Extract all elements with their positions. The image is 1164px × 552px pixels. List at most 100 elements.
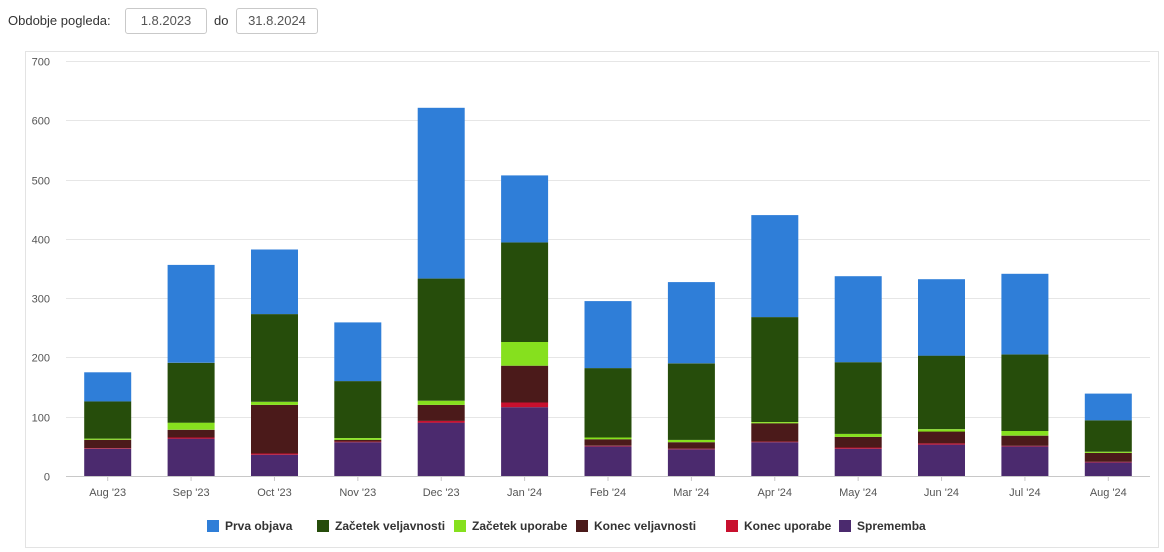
legend-label: Začetek veljavnosti (335, 519, 445, 533)
legend-swatch (576, 520, 588, 532)
y-tick-label: 400 (32, 235, 50, 247)
y-tick-label: 700 (32, 57, 50, 69)
legend-item: Začetek veljavnosti (317, 519, 445, 533)
bar-segment-prva-objava (667, 282, 715, 364)
bar-segment-konec-uporabe (251, 453, 298, 455)
bar-segment-sprememba (584, 446, 632, 476)
bar-segment-konec-veljavnosti (417, 404, 465, 421)
bar-segment-za-etek-uporabe (84, 438, 132, 440)
legend-label: Prva objava (225, 519, 293, 533)
bar-segment-prva-objava (1001, 273, 1049, 355)
bar-segment-za-etek-veljavnosti (334, 381, 382, 438)
bar-segment-konec-uporabe (918, 443, 965, 445)
bar-segment-za-etek-veljavnosti (918, 355, 965, 430)
bar-segment-za-etek-uporabe (1084, 451, 1132, 453)
legend-swatch (839, 520, 851, 532)
y-tick-label: 100 (32, 413, 50, 425)
period-filter: Obdobje pogleda: do (0, 0, 1164, 44)
bar-segment-za-etek-uporabe (1001, 430, 1049, 436)
legend-swatch (317, 520, 329, 532)
legend-label: Sprememba (857, 519, 926, 533)
bar-segment-prva-objava (1084, 393, 1132, 421)
bar-segment-prva-objava (84, 372, 132, 402)
legend-swatch (207, 520, 219, 532)
bar-segment-prva-objava (501, 175, 549, 243)
stacked-bar-chart: 0 100 200 300 400 500 600 700 Aug '23 Sep '23 Oct … (32, 57, 1150, 533)
bar-segment-za-etek-uporabe (167, 422, 215, 430)
bar-segment-sprememba (167, 438, 215, 476)
bar-segment-za-etek-uporabe (251, 401, 298, 405)
bar-segment-za-etek-veljavnosti (1001, 354, 1049, 431)
x-tick-label: Mar '24 (673, 487, 709, 499)
bar-segment-prva-objava (918, 279, 965, 356)
bar-segment-konec-veljavnosti (334, 439, 382, 442)
bar-segment-sprememba (501, 407, 549, 476)
bar-segment-sprememba (667, 449, 715, 476)
bar-segment-sprememba (334, 442, 382, 476)
bar-segment-sprememba (251, 454, 298, 476)
bar-segment-sprememba (417, 422, 465, 476)
bar-segment-konec-uporabe (167, 437, 215, 439)
period-label: Obdobje pogleda: (8, 13, 111, 28)
legend-label: Konec uporabe (744, 519, 832, 533)
bar-segment-konec-veljavnosti (1001, 435, 1049, 446)
legend-swatch (454, 520, 466, 532)
bar-segment-prva-objava (417, 107, 465, 279)
chart-container: 0 100 200 300 400 500 600 700 Aug '23 Sep '23 Oct … (25, 51, 1159, 548)
bar-segment-prva-objava (334, 322, 382, 382)
bar-segment-prva-objava (584, 301, 632, 369)
bar-segment-prva-objava (834, 276, 882, 363)
bar-segment-za-etek-uporabe (918, 429, 965, 432)
x-tick-label: Aug '24 (1090, 487, 1127, 499)
bar-segment-konec-uporabe (834, 447, 882, 449)
bar-segment-konec-uporabe (1084, 461, 1132, 463)
bar-segment-sprememba (84, 448, 132, 476)
bar-segment-sprememba (918, 444, 965, 476)
bar-segment-za-etek-veljavnosti (667, 363, 715, 440)
legend-label: Začetek uporabe (472, 519, 568, 533)
legend-label: Konec veljavnosti (594, 519, 696, 533)
bar-segment-konec-uporabe (501, 402, 549, 408)
bar-segment-konec-uporabe (84, 448, 132, 449)
bar-segment-za-etek-uporabe (584, 437, 632, 440)
y-tick-label: 200 (32, 353, 50, 365)
date-from-input[interactable] (125, 8, 207, 34)
bar-segment-prva-objava (751, 215, 799, 318)
y-tick-label: 600 (32, 116, 50, 128)
bar-segment-sprememba (751, 442, 799, 476)
bar-segment-konec-uporabe (417, 420, 465, 423)
bar-segment-konec-veljavnosti (167, 429, 215, 438)
x-tick-label: Aug '23 (89, 487, 126, 499)
bar-segment-konec-uporabe (751, 441, 799, 443)
legend-item: Začetek uporabe (454, 519, 568, 533)
bar-segment-za-etek-uporabe (417, 400, 465, 405)
bar-segment-konec-uporabe (667, 448, 715, 450)
bar-segment-konec-veljavnosti (1084, 452, 1132, 462)
bar-segment-za-etek-veljavnosti (417, 278, 465, 401)
x-tick-label: Apr '24 (758, 487, 793, 499)
legend-swatch (726, 520, 738, 532)
x-tick-label: Jun '24 (924, 487, 959, 499)
bar-segment-za-etek-veljavnosti (167, 362, 215, 423)
bar-segment-sprememba (1084, 462, 1132, 476)
bar-segment-za-etek-uporabe (834, 433, 882, 437)
bar-segment-za-etek-veljavnosti (1084, 420, 1132, 452)
x-tick-label: Jan '24 (507, 487, 542, 499)
to-label: do (214, 13, 229, 28)
bar-segment-za-etek-veljavnosti (834, 362, 882, 434)
legend-item: Prva objava (207, 519, 293, 533)
bar-segment-za-etek-veljavnosti (251, 314, 298, 402)
legend-item: Konec uporabe (726, 519, 832, 533)
x-tick-label: May '24 (839, 487, 877, 499)
bar-segment-za-etek-veljavnosti (84, 401, 132, 439)
bar-segment-konec-veljavnosti (751, 423, 799, 442)
bar-segment-konec-veljavnosti (667, 442, 715, 449)
y-tick-label: 300 (32, 294, 50, 306)
bar-segment-sprememba (1001, 446, 1049, 476)
date-to-input[interactable] (236, 8, 318, 34)
bar-segment-konec-veljavnosti (918, 431, 965, 444)
bar-segment-konec-veljavnosti (501, 365, 549, 403)
legend-item: Konec veljavnosti (576, 519, 696, 533)
y-tick-label: 0 (44, 472, 50, 484)
bar-segment-prva-objava (251, 249, 298, 315)
